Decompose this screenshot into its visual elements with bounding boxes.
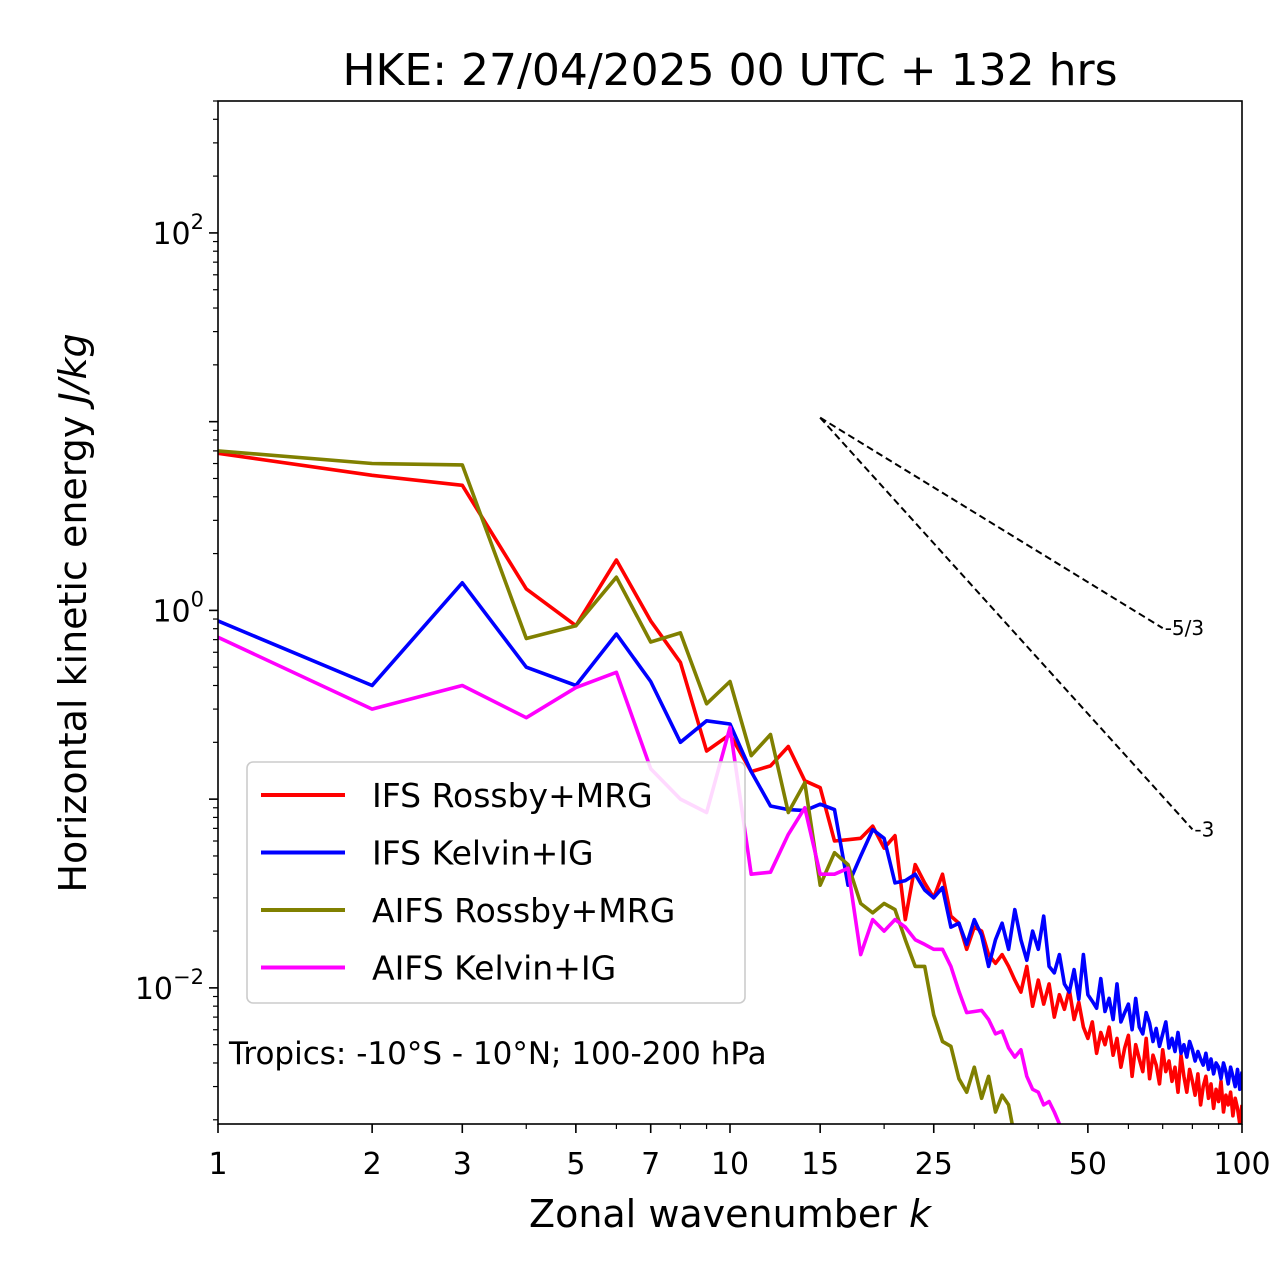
y-tick-label-base: 10: [152, 594, 190, 629]
x-axis-label-symbol: k: [909, 1192, 933, 1236]
region-annotation: Tropics: -10°S - 10°N; 100-200 hPa: [228, 1036, 767, 1072]
legend: IFS Rossby+MRG IFS Kelvin+IG AIFS Rossby+M…: [246, 761, 746, 1004]
reference-slopes: -5/3 -3: [819, 416, 1214, 841]
slope-label-1: -3: [1194, 817, 1214, 841]
legend-label-3: AIFS Kelvin+IG: [372, 949, 616, 988]
series-layer: [218, 449, 1242, 1124]
x-tick-label-2: 3: [453, 1147, 472, 1182]
y-tick-label-exponent: 0: [191, 587, 204, 611]
x-tick-label-5: 10: [711, 1147, 749, 1182]
x-tick-label-8: 50: [1069, 1147, 1107, 1182]
legend-label-1: IFS Kelvin+IG: [372, 834, 594, 873]
legend-label-2: AIFS Rossby+MRG: [372, 891, 675, 930]
slope-line-0: [819, 416, 1164, 629]
x-tick-label-0: 1: [208, 1147, 227, 1182]
x-tick-label-1: 2: [363, 1147, 382, 1182]
y-axis-label-unit: J/kg: [51, 333, 95, 410]
x-tick-label-9: 100: [1213, 1147, 1270, 1182]
series-line-1: [218, 580, 1242, 1092]
y-tick-label-base: 10: [135, 972, 173, 1007]
plot-frame: [217, 100, 1243, 1125]
x-tick-label-4: 7: [641, 1147, 660, 1182]
y-tick-label-2: 10−2: [135, 965, 204, 1007]
legend-box: [246, 761, 746, 1004]
series-line-0: [218, 451, 1242, 1124]
x-axis-label: Zonal wavenumber k: [529, 1192, 933, 1236]
y-tick-label-exponent: 2: [191, 210, 204, 234]
x-tick-label-3: 5: [566, 1147, 585, 1182]
y-tick-label-base: 10: [152, 217, 190, 252]
x-tick-label-6: 15: [801, 1147, 839, 1182]
x-tick-label-7: 25: [915, 1147, 953, 1182]
x-axis-label-text: Zonal wavenumber: [529, 1192, 897, 1236]
chart-title: HKE: 27/04/2025 00 UTC + 132 hrs: [342, 45, 1117, 96]
legend-label-0: IFS Rossby+MRG: [372, 776, 653, 815]
y-axis-label-text: Horizontal kinetic energy: [51, 416, 95, 893]
series-line-2: [218, 449, 1014, 1124]
y-axis-label: Horizontal kinetic energy J/kg: [51, 333, 95, 892]
slope-line-1: [819, 416, 1194, 830]
y-tick-label-exponent: −2: [173, 965, 204, 989]
y-tick-label-1: 100: [152, 587, 204, 629]
slope-label-0: -5/3: [1165, 616, 1204, 640]
y-tick-label-0: 102: [152, 210, 204, 252]
